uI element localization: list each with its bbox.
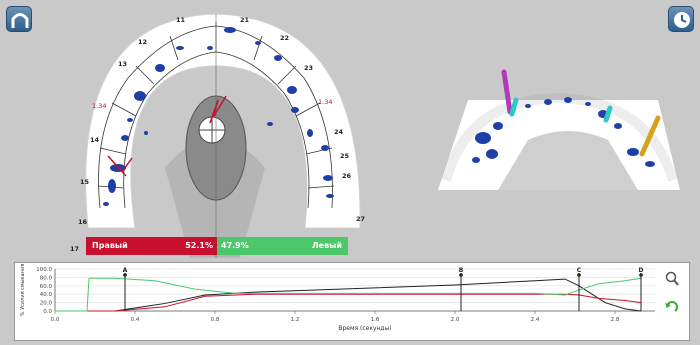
marker-label-A: A [123, 267, 128, 274]
tooth-16: 16 [78, 218, 88, 226]
dental-arch [85, 13, 361, 229]
x-tick-label: 0.8 [211, 317, 220, 323]
contact-points [103, 27, 334, 206]
tooth-23: 23 [304, 64, 313, 72]
tooth-22: 22 [280, 34, 289, 42]
marker-dot-C [577, 273, 581, 277]
tooth-12: 12 [138, 38, 147, 46]
left-side-value: 47.9% [221, 241, 249, 250]
x-tick-label: 2.8 [611, 317, 620, 323]
tooth-27: 27 [356, 215, 365, 223]
tooth-14: 14 [90, 136, 100, 144]
marker-label-D: D [639, 267, 644, 274]
series-line-0 [55, 278, 642, 312]
right-side-segment: Правый 52.1% [86, 237, 217, 255]
occlusion-arch-view[interactable]: 11 21 12 22 13 23 14 24 15 25 16 26 17 2… [70, 8, 390, 258]
x-tick-label: 2.0 [451, 317, 460, 323]
y-tick-label: 40.0 [40, 292, 53, 298]
tooth-13: 13 [118, 60, 127, 68]
marker-dot-A [123, 273, 127, 277]
x-axis-label: Время (секунды) [338, 325, 391, 332]
refresh-icon[interactable] [665, 301, 678, 312]
force-vector-left [107, 155, 133, 177]
y-tick-label: 20.0 [40, 301, 53, 307]
tooth-21: 21 [240, 16, 250, 24]
marker-label-B: B [459, 267, 464, 274]
y-tick-label: 80.0 [40, 275, 53, 281]
zoom-icon[interactable] [665, 271, 679, 286]
y-tick-label: 0.0 [43, 309, 52, 315]
left-side-segment: 47.9% Левый [217, 237, 348, 255]
y-axis-label: % Усилия смыкания [20, 264, 26, 317]
marker-dot-D [639, 273, 643, 277]
clock-icon [674, 12, 690, 28]
perspective-3d-view[interactable] [428, 60, 690, 260]
red-value-left: 1.34 [92, 102, 106, 110]
marker-dot-B [459, 273, 463, 277]
tooth-25: 25 [340, 152, 350, 160]
3d-force-columns [501, 69, 661, 157]
x-tick-label: 0.0 [51, 317, 60, 323]
marker-label-C: C [577, 267, 582, 274]
x-tick-label: 0.4 [131, 317, 140, 323]
x-tick-label: 1.2 [291, 317, 300, 323]
x-tick-label: 1.6 [371, 317, 380, 323]
series-line-1 [55, 293, 642, 312]
arch-icon [11, 13, 29, 28]
tooth-17: 17 [70, 245, 79, 253]
tooth-15: 15 [80, 178, 90, 186]
tooth-11: 11 [176, 16, 186, 24]
3d-contact-points [472, 97, 655, 167]
3d-arch-gap [498, 131, 638, 190]
force-time-chart-panel: 100.0 80.0 60.0 40.0 20.0 0.0 0.0 0.4 0.8 1.2 1.6 2… [14, 262, 690, 341]
tooth-24: 24 [334, 128, 344, 136]
y-tick-label: 60.0 [40, 284, 53, 290]
arch-view-button[interactable] [6, 6, 32, 32]
y-tick-label: 100.0 [36, 267, 52, 273]
force-time-chart[interactable]: 100.0 80.0 60.0 40.0 20.0 0.0 0.0 0.4 0.8 1.2 1.6 2… [15, 263, 689, 340]
x-tick-label: 2.4 [531, 317, 540, 323]
red-value-right: 1.34 [318, 98, 332, 106]
left-side-label: Левый [312, 241, 342, 250]
tooth-26: 26 [342, 172, 352, 180]
right-side-value: 52.1% [185, 241, 213, 250]
right-side-label: Правый [92, 241, 128, 250]
series-line-2 [55, 277, 642, 312]
timer-button[interactable] [668, 6, 694, 32]
force-balance-bar: Правый 52.1% 47.9% Левый [86, 237, 348, 255]
